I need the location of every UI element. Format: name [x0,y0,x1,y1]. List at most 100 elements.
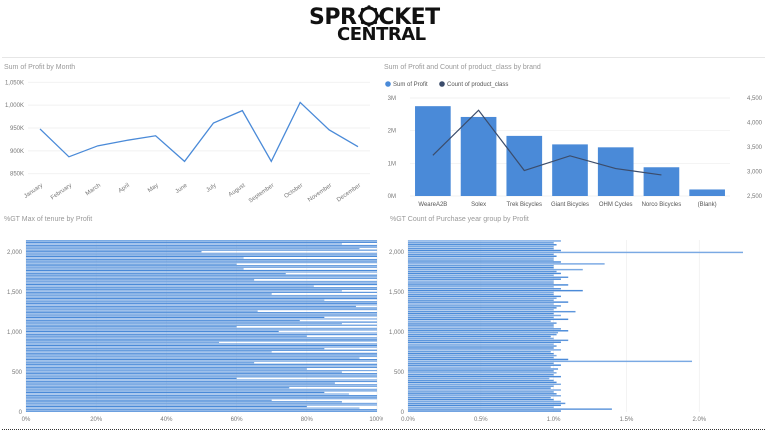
legend-label-sum-of-profit: Sum of Profit [393,82,428,88]
bar-sum-of-profit [643,167,680,196]
bar [26,346,377,348]
bar [26,341,220,344]
bar [26,355,377,358]
bar [408,284,569,286]
profit-count-by-brand-chart[interactable]: Sum of Profit Count of product_class 0M 1M 2… [380,76,767,212]
bar [26,255,377,258]
legend-label-count-product-class: Count of product_class [447,82,508,88]
bar [408,395,561,397]
bar [408,280,554,282]
bar [26,380,377,383]
x-tick-label: September [248,183,275,205]
bar [26,257,244,259]
x-tick-label: 1.5% [620,417,634,423]
bar [26,246,377,248]
bar [26,315,377,317]
bar [26,268,244,270]
bar [26,410,377,412]
y-tick-label: 850K [10,172,24,178]
bar [408,337,554,340]
bar [26,337,377,339]
bar [408,295,561,298]
y-tick-label: 1,500 [389,290,405,296]
bar [408,301,569,303]
bar [408,288,561,290]
bar [408,282,554,284]
count-product-class-line [432,109,662,176]
bar [26,280,377,283]
bar [408,242,554,244]
bar [408,274,554,277]
bar [26,271,377,273]
y-right-tick-label: 2,500 [747,194,763,200]
bar [408,244,557,246]
bar [26,362,255,364]
bar [26,274,377,276]
bar [408,312,554,315]
x-tick-label: Solex [471,202,486,208]
bar [408,263,605,265]
logo-line1: SPR CKET [309,5,440,30]
bar [408,389,561,391]
x-tick-label: March [85,183,102,197]
bar [408,257,554,259]
bar [408,402,566,405]
bar [26,290,342,292]
bar [26,405,307,408]
x-tick-label: January [23,183,44,200]
y-right-tick-label: 4,000 [747,121,763,127]
x-tick-label: November [307,183,333,204]
bar [408,291,554,294]
bar [408,352,554,355]
bar [26,307,377,309]
bar [408,309,554,311]
x-tick-label: Norco Bicycles [642,202,682,208]
bar [408,400,561,403]
x-tick-label: 2.0% [692,417,706,423]
bar [26,285,314,287]
bar [408,372,557,374]
bar-sum-of-profit [689,189,725,196]
bar [408,255,557,257]
bar [26,248,360,250]
bar [26,283,377,286]
bar [408,343,554,345]
bar [408,391,554,393]
bar [26,299,325,301]
purchase-by-profit-chart[interactable]: 0.0% 0.5% 1.0% 1.5% 2.0% 0 500 1,000 1,500 2,000 [383,226,767,426]
bar [408,406,554,408]
bar [408,330,569,332]
bar [408,345,557,347]
bar [26,376,377,378]
bar-sum-of-profit [552,144,588,196]
bar [408,305,561,307]
y-tick-label: 2,000 [389,250,405,256]
bar [26,335,307,337]
y-left-tick-label: 1M [388,161,396,167]
y-left-tick-label: 3M [388,96,396,102]
bar [408,410,561,412]
y-tick-label: 500 [12,370,23,376]
bar [26,266,377,268]
logo-line2: CENTRAL [337,24,426,45]
y-tick-label: 950K [10,126,24,132]
bar [26,321,377,323]
bar [26,359,377,361]
bar [408,314,561,317]
bar [26,294,377,297]
bar [26,260,377,262]
profit-by-month-chart[interactable]: 850K 900K 950K 1,000K 1,050K January February M… [0,72,380,212]
bar [408,375,561,378]
tenure-by-profit-chart[interactable]: 0% 20% 40% 60% 80% 100% 0 500 1,000 1,500 2,000 [0,226,383,426]
bar [26,338,377,340]
x-tick-label: August [228,183,247,199]
y-tick-label: 1,050K [5,80,24,86]
page-bottom-border [2,429,765,430]
bar [26,293,272,295]
legend-marker-sum-of-profit [385,81,391,87]
x-tick-label: 60% [231,417,244,423]
bar [408,339,569,342]
bar [408,310,576,313]
bar [26,282,377,284]
bar [408,270,557,273]
